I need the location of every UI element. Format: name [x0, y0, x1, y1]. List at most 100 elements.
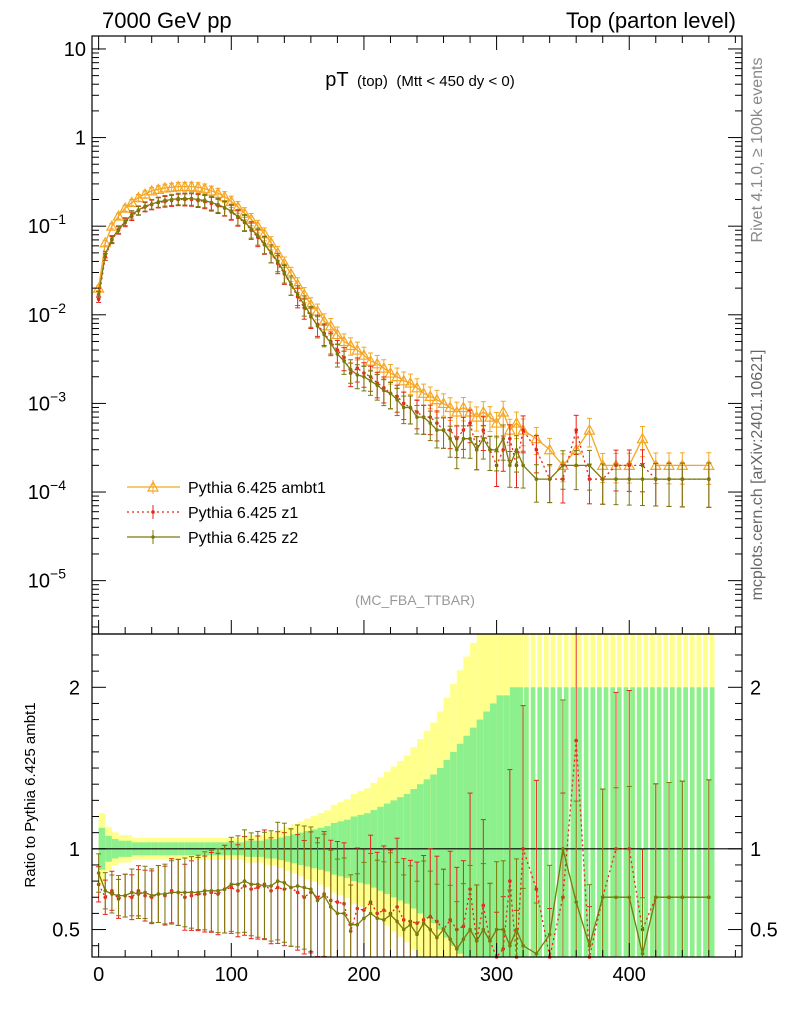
band-inner-bin [603, 687, 609, 957]
ratio-point [295, 884, 300, 888]
data-point [640, 477, 645, 481]
ratio-point [96, 871, 101, 875]
data-point [178, 180, 191, 192]
ratio-point [375, 916, 380, 921]
ratio-point [189, 890, 194, 895]
data-point [295, 292, 300, 297]
band-inner-bin [650, 687, 655, 957]
ratio-point [289, 885, 293, 890]
data-point [382, 388, 386, 393]
data-point [172, 180, 185, 192]
data-point [397, 374, 410, 386]
data-point [324, 319, 337, 331]
ratio-point [355, 922, 360, 927]
band-inner-bin [590, 687, 596, 957]
ratio-point [222, 887, 227, 891]
ratio-point [461, 937, 466, 942]
y-tick-label: 10−2 [28, 300, 66, 327]
data-point [165, 181, 178, 192]
data-point [395, 397, 399, 402]
x-tick-label: 400 [613, 964, 646, 986]
data-point [368, 378, 373, 383]
data-point [384, 366, 397, 378]
band-inner-bin [463, 735, 471, 957]
ratio-point [328, 905, 333, 909]
data-point [364, 354, 377, 366]
ratio-point [209, 888, 214, 893]
data-point [322, 332, 326, 337]
ratio-point [249, 882, 253, 887]
ratio-point [421, 921, 426, 925]
series-line-0 [97, 185, 709, 467]
ratio-point [521, 846, 525, 851]
band-inner-bin [503, 695, 510, 957]
data-point [375, 383, 380, 388]
data-point [119, 201, 132, 213]
data-point [454, 447, 459, 452]
ratio-point [680, 895, 685, 900]
ratio-tick-label: 1 [69, 839, 80, 861]
ratio-point [262, 884, 267, 888]
ratio-point [269, 884, 273, 888]
data-point [183, 196, 187, 201]
data-point [212, 187, 225, 198]
data-point [534, 477, 539, 481]
band-inner-bin [583, 687, 589, 957]
ratio-tick-label: 2 [69, 677, 80, 699]
data-point [163, 198, 167, 203]
band-inner-bin [656, 687, 662, 957]
process-label: Top (parton level) [566, 8, 736, 33]
y-tick-label: 10−5 [28, 566, 66, 593]
ratio-point [362, 916, 366, 921]
ratio-point [143, 890, 147, 895]
ratio-point [216, 888, 220, 893]
legend-label: Pythia 6.425 ambt1 [188, 480, 326, 497]
ratio-point [123, 893, 127, 898]
band-inner-bin [636, 687, 642, 957]
data-point [477, 405, 490, 417]
y-tick-label: 10 [64, 39, 86, 61]
band-inner-bin [550, 687, 556, 957]
ratio-point [315, 898, 320, 903]
data-point [269, 251, 273, 255]
data-point [680, 477, 685, 481]
ratio-point [196, 890, 200, 895]
ratio-point [342, 911, 346, 916]
ratio-point [163, 892, 167, 896]
ratio-point [561, 846, 565, 851]
data-point [355, 373, 360, 377]
data-point [202, 198, 207, 203]
y-tick-label: 10−4 [28, 477, 66, 504]
data-point [149, 202, 154, 206]
band-inner-bin [577, 687, 582, 957]
ratio-point [388, 913, 393, 917]
x-tick-label: 300 [480, 964, 513, 986]
ratio-point [282, 880, 287, 885]
data-point [410, 381, 424, 393]
data-point [315, 324, 320, 328]
rivet-version-label: Rivet 4.1.0, ≥ 100k events [749, 58, 766, 243]
title-sub: (top) [357, 73, 388, 90]
data-point [583, 423, 596, 435]
data-point [468, 436, 472, 441]
data-point [547, 477, 552, 481]
mcplots-credit-label: mcplots.cern.ch [arXiv:2401.10621] [749, 350, 766, 601]
band-inner-bin [683, 687, 688, 957]
data-point [176, 196, 181, 201]
data-point [282, 270, 287, 275]
band-inner-bin [643, 687, 649, 957]
data-point [338, 335, 351, 347]
ratio-point [468, 927, 472, 932]
data-point [415, 415, 419, 419]
data-point [614, 477, 618, 481]
data-point [222, 205, 227, 210]
ratio-point [382, 918, 386, 922]
data-point [344, 339, 357, 351]
ratio-point [176, 890, 181, 895]
data-point [457, 401, 470, 413]
data-point [152, 183, 165, 195]
ratio-point [501, 927, 506, 932]
data-point [408, 405, 413, 410]
ratio-point [428, 927, 433, 932]
ratio-point [110, 892, 114, 896]
